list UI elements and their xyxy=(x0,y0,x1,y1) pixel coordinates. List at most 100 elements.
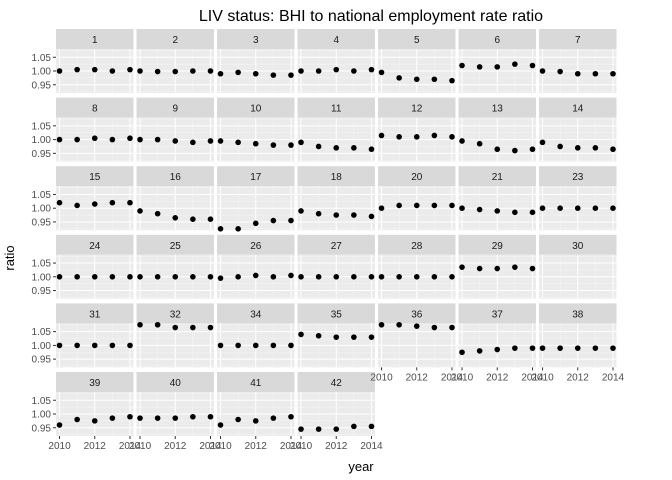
data-point xyxy=(368,213,375,220)
data-point xyxy=(413,76,420,83)
data-point xyxy=(315,210,322,217)
data-point xyxy=(557,143,563,150)
data-point xyxy=(74,416,80,423)
data-point xyxy=(298,139,304,146)
data-point xyxy=(592,70,599,77)
data-point xyxy=(56,342,63,349)
data-point xyxy=(378,69,385,76)
data-point xyxy=(315,68,322,74)
facet-strip xyxy=(136,234,214,255)
data-point xyxy=(351,145,357,151)
data-point xyxy=(315,426,322,432)
facet-panel-39: 39 xyxy=(56,372,134,436)
x-tick-label: 2012 xyxy=(245,441,268,452)
data-point xyxy=(512,209,518,216)
data-point xyxy=(252,272,259,279)
data-point xyxy=(494,346,501,353)
data-point xyxy=(217,226,224,232)
y-axes: 0.95 1.00 1.05 0.95 1.00 1.05 0.95 1.00 1.05 0.95… xyxy=(32,53,56,434)
data-point xyxy=(288,342,294,349)
facet-strip-label: 4 xyxy=(333,35,339,46)
data-point xyxy=(298,331,304,338)
data-point xyxy=(207,138,214,144)
data-point xyxy=(413,134,420,140)
data-point xyxy=(476,265,483,272)
facet-panel-25: 25 xyxy=(136,234,214,299)
facet-strip-label: 21 xyxy=(492,172,504,183)
facet-panel-41: 41 xyxy=(217,372,295,436)
data-point xyxy=(74,136,80,143)
data-point xyxy=(288,272,294,279)
y-tick-label: 0.95 xyxy=(32,80,52,91)
x-tick-label: 2010 xyxy=(451,372,474,383)
facet-strip xyxy=(458,234,536,255)
facet-strip xyxy=(297,29,375,49)
facet-strip xyxy=(297,372,375,392)
data-point xyxy=(252,140,259,147)
data-point xyxy=(207,413,214,420)
x-tick-label: 2014 xyxy=(199,441,222,452)
data-point xyxy=(449,324,455,331)
data-point xyxy=(431,76,438,83)
data-point xyxy=(252,70,259,77)
facet-strip-label: 42 xyxy=(331,378,343,389)
data-point xyxy=(91,66,98,73)
data-point xyxy=(396,134,402,140)
facet-panel-17: 17 xyxy=(217,166,295,232)
data-point xyxy=(512,147,518,154)
facet-panel-2: 2 xyxy=(136,29,214,93)
facet-strip-label: 5 xyxy=(414,35,420,46)
facet-panel-29: 29 xyxy=(458,234,536,299)
facet-panel-23: 23 xyxy=(539,166,617,231)
facet-strip xyxy=(378,234,456,255)
data-point xyxy=(109,68,116,74)
facet-strip-label: 13 xyxy=(492,104,504,115)
data-point xyxy=(127,135,133,142)
facet-strip-label: 10 xyxy=(250,104,262,115)
facet-strip-label: 32 xyxy=(170,309,182,320)
facet-panel-26: 26 xyxy=(217,234,295,299)
data-point xyxy=(557,345,563,351)
data-point xyxy=(154,274,161,280)
y-tick-label: 0.95 xyxy=(32,355,52,366)
facet-strip xyxy=(539,29,617,49)
data-point xyxy=(592,205,599,211)
facet-strip-label: 15 xyxy=(89,172,101,183)
data-point xyxy=(172,324,179,331)
facet-strip xyxy=(217,97,295,118)
facet-strip-label: 20 xyxy=(411,172,423,183)
data-point xyxy=(557,205,563,211)
data-point xyxy=(127,199,133,206)
data-point xyxy=(172,215,179,221)
data-point xyxy=(333,274,340,280)
data-point xyxy=(431,324,438,331)
facet-strip xyxy=(458,166,536,187)
data-point xyxy=(127,342,133,349)
data-point xyxy=(207,324,214,331)
x-tick-label: 2014 xyxy=(441,372,464,383)
facet-strip xyxy=(136,372,214,392)
data-point xyxy=(413,202,420,209)
data-point xyxy=(137,274,143,280)
x-tick-label: 2012 xyxy=(567,372,590,383)
facet-panel-5: 5 xyxy=(378,29,456,93)
facet-strip xyxy=(297,234,375,255)
data-point xyxy=(574,70,581,77)
data-point xyxy=(413,274,420,280)
facet-strip-label: 3 xyxy=(253,35,259,46)
data-point xyxy=(235,342,241,349)
data-point xyxy=(109,136,116,143)
facet-strip-label: 1 xyxy=(92,35,98,46)
facet-panel-14: 14 xyxy=(539,97,617,162)
data-point xyxy=(127,413,133,420)
data-point xyxy=(351,212,357,218)
data-point xyxy=(512,61,518,67)
data-point xyxy=(137,68,143,74)
x-tick-label: 2012 xyxy=(486,372,509,383)
facet-strip-label: 29 xyxy=(492,241,504,252)
y-tick-label: 0.95 xyxy=(32,217,52,228)
data-point xyxy=(574,345,581,351)
x-tick-label: 2012 xyxy=(84,441,107,452)
facet-strip xyxy=(217,303,295,324)
